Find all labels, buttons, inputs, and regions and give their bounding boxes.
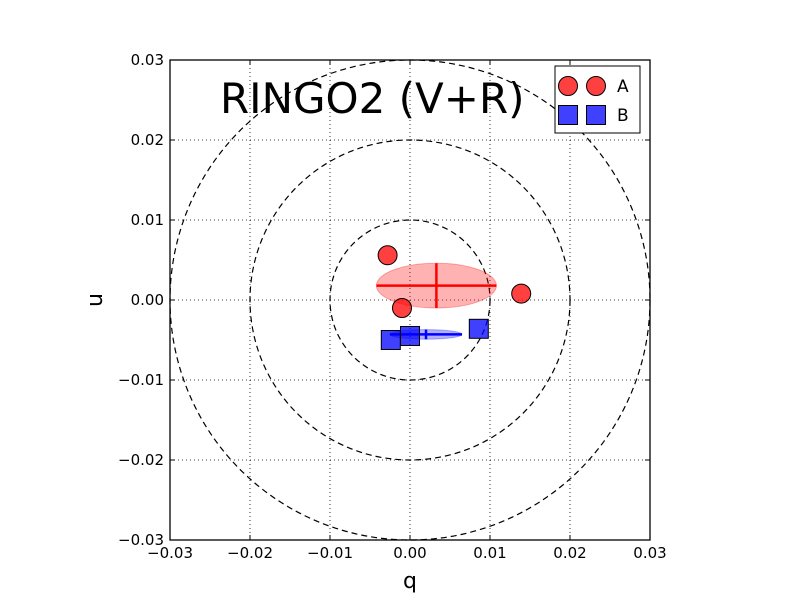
- x-tick-label: −0.02: [227, 544, 273, 562]
- y-tick-label: 0.00: [131, 291, 164, 309]
- legend-marker-a: [558, 76, 578, 96]
- data-point-a: [511, 283, 532, 304]
- x-tick-label: 0.02: [553, 544, 586, 562]
- x-axis-label: q: [403, 569, 417, 594]
- reference-circle: [329, 219, 491, 381]
- legend: AB: [554, 65, 641, 134]
- x-tick-label: −0.03: [147, 544, 193, 562]
- axis-ticks: −0.03 −0.02 −0.01 0.00 0.01 0.02 0.03 −0.03 −0.0…: [118, 51, 667, 562]
- data-points: [377, 245, 532, 350]
- x-tick-label: 0.00: [393, 544, 426, 562]
- x-tick-label: −0.01: [307, 544, 353, 562]
- legend-label-a: A: [617, 77, 629, 97]
- y-axis-label: u: [83, 293, 108, 307]
- reference-circle: [249, 139, 571, 461]
- legend-marker-b: [586, 105, 606, 125]
- data-point-b: [380, 330, 401, 350]
- chart-title: RINGO2 (V+R): [220, 74, 525, 123]
- legend-marker-b: [558, 105, 578, 125]
- y-tick-label: 0.02: [131, 131, 164, 149]
- y-tick-label: −0.01: [118, 371, 164, 389]
- x-tick-label: 0.01: [473, 544, 506, 562]
- y-tick-label: −0.02: [118, 451, 164, 469]
- x-tick-label: 0.03: [633, 544, 666, 562]
- y-tick-label: −0.03: [118, 531, 164, 549]
- legend-marker-a: [586, 76, 606, 96]
- y-tick-label: 0.01: [131, 211, 164, 229]
- data-point-b: [400, 326, 420, 346]
- y-tick-label: 0.03: [131, 51, 164, 69]
- data-point-b: [468, 318, 489, 339]
- data-point-a: [377, 245, 398, 266]
- legend-label-b: B: [617, 106, 629, 126]
- data-point-a: [392, 298, 412, 318]
